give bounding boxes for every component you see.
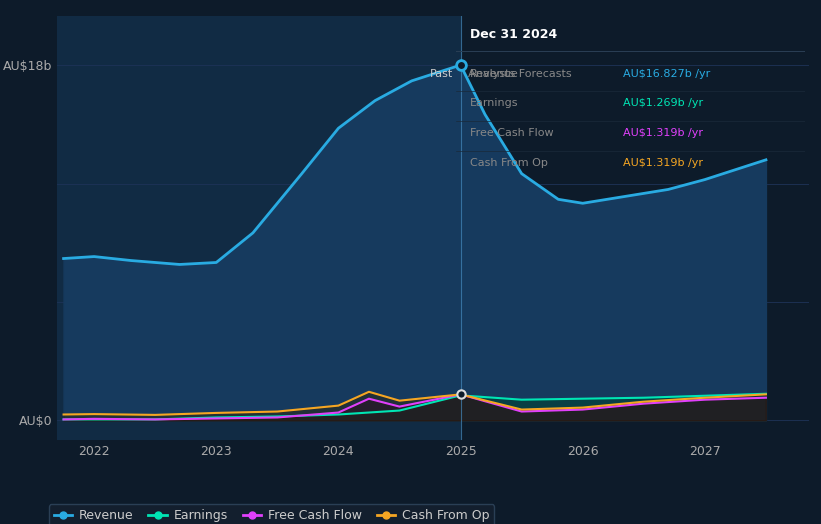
Text: AU$1.319b /yr: AU$1.319b /yr	[623, 158, 703, 168]
Text: Free Cash Flow: Free Cash Flow	[470, 128, 553, 138]
Legend: Revenue, Earnings, Free Cash Flow, Cash From Op: Revenue, Earnings, Free Cash Flow, Cash …	[48, 504, 494, 524]
Text: AU$1.269b /yr: AU$1.269b /yr	[623, 99, 704, 108]
Text: Revenue: Revenue	[470, 69, 518, 79]
Text: Dec 31 2024: Dec 31 2024	[470, 28, 557, 41]
Text: Cash From Op: Cash From Op	[470, 158, 548, 168]
Text: AU$16.827b /yr: AU$16.827b /yr	[623, 69, 710, 79]
Text: Earnings: Earnings	[470, 99, 518, 108]
Text: AU$1.319b /yr: AU$1.319b /yr	[623, 128, 703, 138]
Text: Analysts Forecasts: Analysts Forecasts	[468, 69, 571, 79]
Bar	[57, 16, 461, 440]
Text: Past: Past	[430, 69, 453, 79]
